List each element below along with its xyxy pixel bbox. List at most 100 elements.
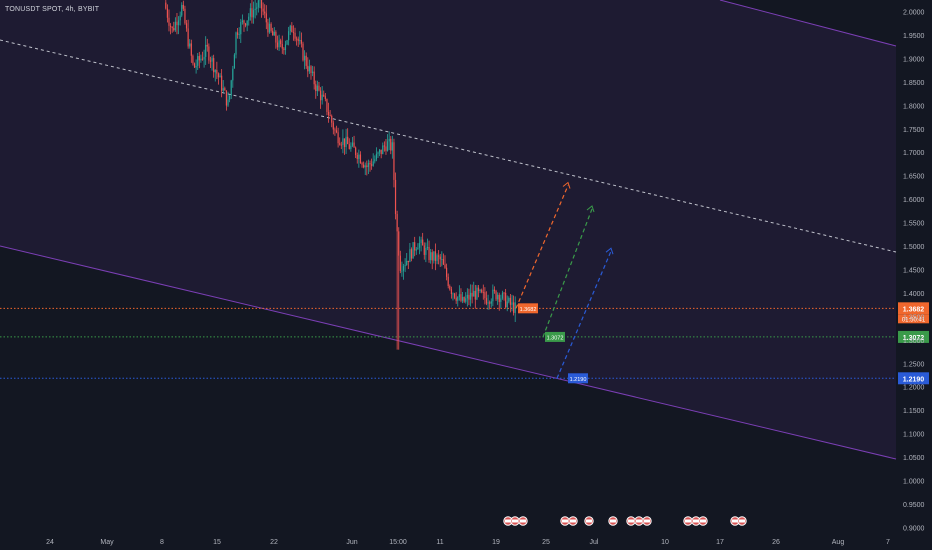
event-flag-stripe: [732, 519, 738, 523]
candle-body: [249, 8, 251, 17]
candle-body: [407, 260, 409, 263]
candle-body: [390, 138, 392, 151]
candle-body: [169, 25, 172, 27]
candle-body: [436, 255, 438, 261]
candle-body: [193, 63, 196, 68]
candle-body: [433, 251, 435, 261]
candle-body: [367, 162, 370, 168]
projection-arrowhead-2: [605, 247, 614, 255]
candle-body: [311, 71, 314, 74]
candle-body: [374, 159, 376, 162]
y-tick-label: 1.6000: [903, 197, 925, 204]
x-tick-label: 15: [213, 539, 221, 546]
candle-body: [343, 138, 346, 147]
candle-body: [356, 155, 358, 159]
candle-body: [300, 40, 303, 44]
event-flag-stripe: [610, 519, 616, 523]
candle-body: [292, 32, 295, 33]
event-flag-stripe: [505, 519, 511, 523]
candle-body: [369, 162, 371, 165]
candle-body: [203, 56, 205, 60]
candle-body: [422, 239, 424, 246]
candle-body: [176, 21, 178, 26]
candle-body: [460, 294, 462, 301]
candle-body: [418, 243, 421, 248]
y-tick-label: 1.1500: [903, 408, 925, 415]
candle-body: [281, 44, 283, 49]
projection-line-0: [515, 185, 569, 309]
y-tick-label: 1.5500: [903, 221, 925, 228]
candle-body: [304, 55, 306, 61]
candle-body: [468, 294, 470, 300]
y-tick-label: 1.0000: [903, 479, 925, 486]
candle-body: [469, 292, 472, 300]
candle-body: [283, 48, 285, 51]
candle-body: [224, 88, 226, 91]
candle-body: [195, 65, 197, 68]
candle-body: [270, 23, 272, 31]
candle-body: [254, 8, 256, 11]
candle-body: [323, 94, 325, 97]
candle-body: [414, 242, 416, 251]
y-tick-label: 1.8000: [903, 103, 925, 110]
candle-body: [375, 153, 377, 160]
candle-body: [401, 270, 403, 272]
candle-body: [399, 255, 401, 271]
candle-body: [268, 23, 271, 33]
candle-body: [307, 65, 309, 72]
candle-body: [296, 38, 298, 40]
candle-body: [394, 179, 397, 215]
candle-body: [331, 115, 333, 123]
candle-body: [313, 71, 315, 85]
candle-body: [430, 252, 432, 261]
candle-body: [288, 31, 290, 41]
candle-body: [273, 31, 275, 36]
candle-body: [492, 289, 494, 302]
x-tick-label: 15:00: [389, 539, 407, 546]
candle-body: [179, 15, 181, 21]
countdown-tag: [898, 314, 929, 324]
x-tick-label: 22: [270, 539, 278, 546]
candle-body: [380, 149, 382, 155]
y-tick-label: 1.2000: [903, 385, 925, 392]
candle-body: [229, 95, 231, 100]
candle-body: [246, 20, 248, 26]
x-tick-label: 8: [160, 539, 164, 546]
candle-body: [506, 301, 508, 308]
projection-line-2: [556, 250, 612, 379]
event-flag-stripe: [636, 519, 642, 523]
candle-body: [302, 43, 304, 61]
x-tick-label: 17: [716, 539, 724, 546]
candle-body: [477, 287, 480, 292]
candle-body: [458, 294, 460, 297]
candle-body: [217, 73, 220, 78]
candle-body: [481, 289, 483, 293]
y-tick-label: 1.0500: [903, 455, 925, 462]
candle-body: [426, 246, 429, 248]
event-flag-stripe: [693, 519, 699, 523]
candle-body: [232, 68, 234, 81]
candle-body: [214, 69, 216, 73]
x-tick-label: 26: [772, 539, 780, 546]
candle-body: [264, 11, 266, 14]
candle-body: [205, 44, 207, 57]
candle-body: [243, 20, 245, 24]
y-tick-label: 1.5000: [903, 244, 925, 251]
candle-body: [332, 122, 334, 130]
candle-body: [351, 142, 354, 146]
y-tick-label: 1.3000: [903, 338, 925, 345]
candle-body: [441, 259, 443, 260]
candle-body: [404, 264, 406, 267]
candle-body: [182, 4, 184, 9]
candle-body: [366, 165, 368, 168]
candle-body: [442, 259, 445, 265]
candle-body: [455, 297, 457, 301]
candle-body: [278, 40, 280, 48]
candle-body: [425, 247, 427, 255]
projection-box-0: [518, 303, 538, 314]
candle-body: [402, 266, 405, 271]
x-tick-label: 25: [542, 539, 550, 546]
candle-body: [420, 239, 422, 244]
candle-body: [503, 292, 505, 294]
